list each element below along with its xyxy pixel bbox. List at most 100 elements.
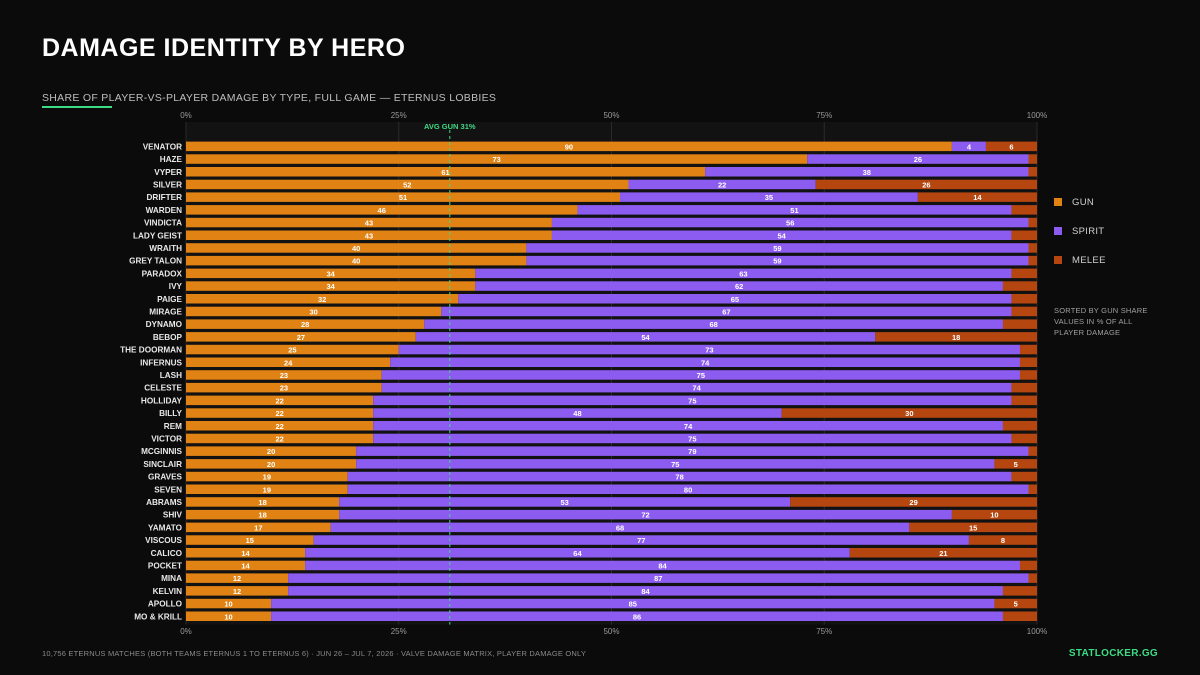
data-label-gun: 43	[365, 231, 373, 240]
data-label-melee: 21	[939, 549, 947, 558]
bar-segment-melee	[951, 509, 1037, 520]
data-label-gun: 12	[233, 574, 241, 583]
data-label-gun: 28	[301, 320, 309, 329]
data-label-spirit: 22	[718, 180, 726, 189]
bar-segment-spirit	[551, 230, 1012, 240]
bar-segment-melee	[1028, 243, 1037, 253]
bar-segment-spirit	[551, 217, 1029, 228]
bar-segment-spirit	[373, 433, 1012, 444]
x-tick-label-bottom: 25%	[391, 627, 407, 636]
sort-note-line: PLAYER DAMAGE	[1054, 328, 1121, 337]
data-label-gun: 51	[399, 193, 407, 202]
bar-segment-gun	[186, 459, 357, 469]
page-title: DAMAGE IDENTITY BY HERO	[42, 34, 406, 62]
hero-label: VYPER	[154, 168, 182, 177]
bar-segment-melee	[1002, 586, 1037, 596]
hero-label: PAIGE	[157, 295, 182, 304]
data-label-gun: 20	[267, 447, 275, 456]
bar-segment-spirit	[288, 586, 1003, 596]
data-label-gun: 17	[254, 523, 262, 532]
hero-label: GRAVES	[148, 473, 183, 482]
bar-segment-spirit	[390, 357, 1020, 367]
bar-segment-spirit	[424, 319, 1003, 329]
bar-segment-gun	[186, 205, 578, 215]
data-label-spirit: 74	[684, 422, 693, 431]
bar-segment-melee	[1011, 268, 1037, 279]
bar-segment-spirit	[381, 382, 1012, 393]
bar-segment-spirit	[620, 192, 918, 202]
bar-segment-spirit	[271, 611, 1003, 621]
bar-segment-gun	[186, 395, 374, 406]
data-label-gun: 61	[441, 168, 449, 177]
hero-label: GREY TALON	[129, 257, 182, 266]
bar-segment-gun	[186, 230, 552, 240]
data-label-spirit: 79	[688, 447, 696, 456]
data-label-gun: 10	[224, 612, 232, 621]
bar-segment-gun	[186, 281, 476, 291]
data-label-melee: 30	[905, 409, 913, 418]
bar-segment-melee	[1002, 319, 1037, 329]
bar-segment-gun	[186, 154, 808, 164]
bar-segment-spirit	[330, 522, 910, 533]
hero-label: IVY	[169, 282, 183, 291]
data-label-gun: 18	[258, 511, 266, 520]
hero-label: HAZE	[160, 155, 183, 164]
data-label-spirit: 35	[765, 193, 773, 202]
bar-segment-gun	[186, 535, 314, 545]
bar-segment-spirit	[271, 598, 995, 609]
bar-segment-gun	[186, 497, 340, 507]
hero-label: APOLLO	[148, 600, 183, 609]
data-label-gun: 52	[403, 180, 411, 189]
chart-subtitle: SHARE OF PLAYER-VS-PLAYER DAMAGE BY TYPE…	[42, 92, 497, 104]
bar-segment-gun	[186, 306, 442, 317]
hero-label: BEBOP	[153, 333, 183, 342]
data-label-melee: 29	[909, 498, 917, 507]
bar-segment-melee	[1011, 433, 1037, 444]
data-label-spirit: 68	[616, 523, 624, 532]
bar-segment-melee	[1011, 205, 1037, 215]
bar-segment-melee	[1028, 167, 1037, 177]
data-label-melee: 26	[922, 180, 930, 189]
hero-label: LASH	[160, 371, 182, 380]
bar-segment-melee	[1011, 471, 1037, 482]
data-label-gun: 15	[246, 536, 254, 545]
data-label-gun: 46	[378, 206, 386, 215]
data-label-spirit: 4	[967, 142, 972, 151]
bar-segment-melee	[1028, 484, 1037, 494]
bar-segment-spirit	[577, 205, 1012, 215]
bar-segment-spirit	[807, 154, 1029, 164]
bar-segment-gun	[186, 192, 621, 202]
data-label-gun: 40	[352, 257, 360, 266]
brand-link[interactable]: STATLOCKER.GG	[1068, 648, 1158, 659]
data-label-spirit: 87	[654, 574, 662, 583]
hero-label: MCGINNIS	[141, 447, 182, 456]
hero-label: DRIFTER	[147, 193, 183, 202]
data-label-spirit: 62	[735, 282, 743, 291]
data-label-spirit: 51	[790, 206, 798, 215]
bar-segment-melee	[1011, 395, 1037, 406]
bar-segment-spirit	[951, 141, 986, 152]
x-tick-label-top: 75%	[816, 111, 832, 120]
data-label-spirit: 80	[684, 485, 692, 494]
data-label-gun: 24	[284, 358, 293, 367]
bar-segment-melee	[909, 522, 1037, 533]
data-label-spirit: 75	[671, 460, 679, 469]
bar-segment-spirit	[305, 548, 850, 558]
bar-segment-spirit	[288, 573, 1029, 583]
hero-label: VISCOUS	[145, 536, 182, 545]
legend-swatch-melee	[1054, 256, 1062, 264]
bar-segment-melee	[1028, 217, 1037, 228]
bar-segment-melee	[1002, 421, 1037, 431]
bar-segment-spirit	[705, 167, 1029, 177]
hero-label: CALICO	[151, 549, 183, 558]
data-label-gun: 20	[267, 460, 275, 469]
bar-segment-melee	[994, 459, 1037, 469]
data-label-spirit: 85	[629, 600, 637, 609]
bar-segment-gun	[186, 446, 357, 456]
data-label-gun: 22	[275, 396, 283, 405]
x-tick-label-top: 50%	[603, 111, 619, 120]
bar-segment-spirit	[347, 484, 1029, 494]
data-label-spirit: 67	[722, 307, 730, 316]
hero-label: POCKET	[148, 561, 182, 570]
bar-segment-gun	[186, 179, 629, 190]
